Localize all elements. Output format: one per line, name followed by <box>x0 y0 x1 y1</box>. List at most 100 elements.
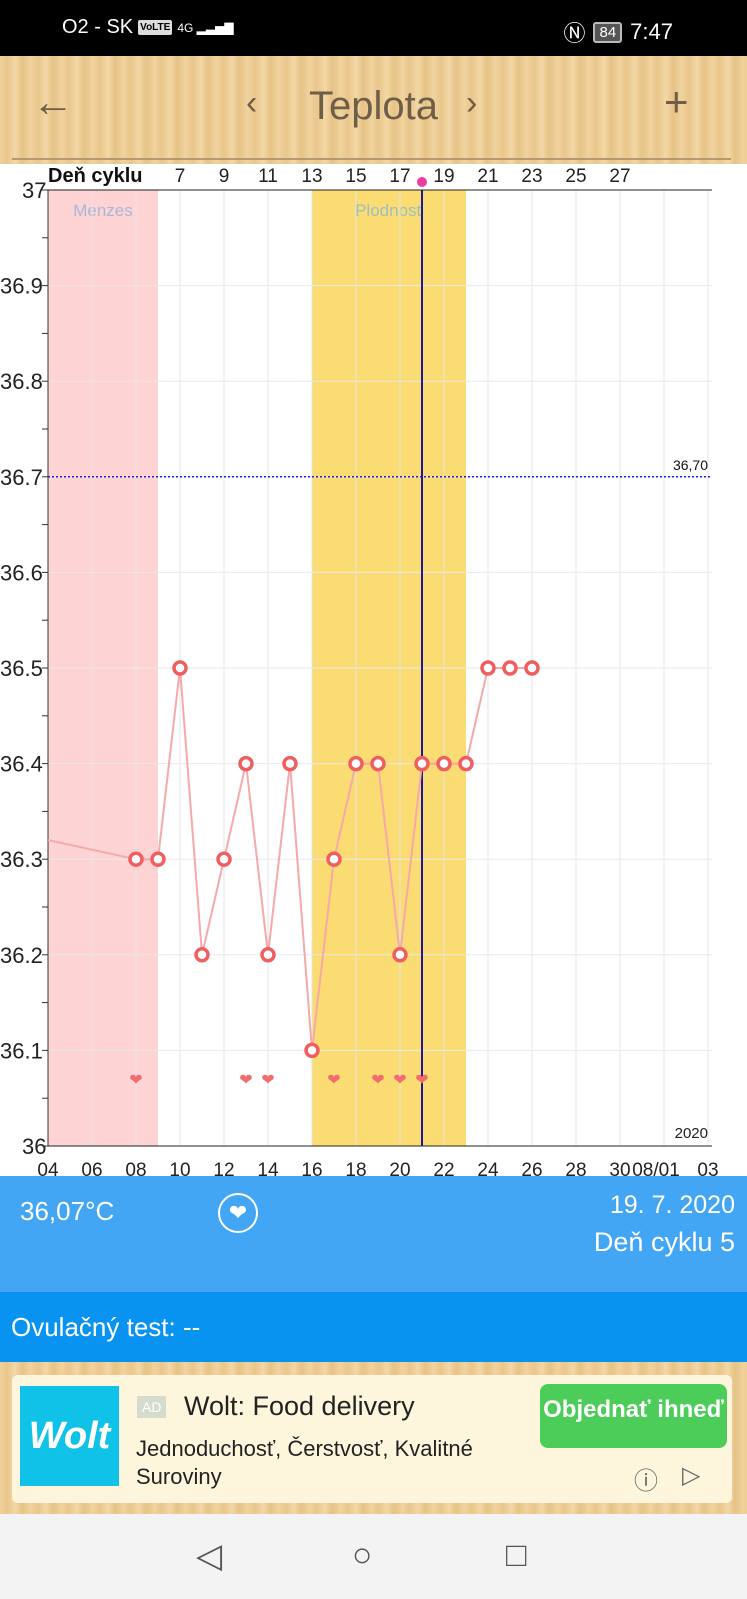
x-tick-label: 16 <box>301 1160 322 1176</box>
data-point <box>282 755 298 772</box>
status-bar: O2 - SK VoLTE 4G ▂▃▅▇ Ⓝ 84 7:47 <box>0 0 747 56</box>
heart-marker: ❤ <box>327 1072 340 1089</box>
x-tick-label: 28 <box>565 1160 586 1176</box>
top-tick-label: 17 <box>389 166 410 187</box>
data-point <box>414 755 430 772</box>
top-tick-label: 11 <box>258 166 278 187</box>
wolt-logo: Wolt <box>20 1386 119 1486</box>
ad-cta-button[interactable]: Objednať ihneď <box>540 1384 727 1448</box>
data-point <box>392 947 408 963</box>
data-point <box>502 660 518 676</box>
data-point <box>348 755 364 772</box>
chevron-right-icon[interactable]: › <box>466 84 478 122</box>
x-tick-label: 04 <box>37 1160 59 1176</box>
nfc-icon: Ⓝ <box>563 21 586 46</box>
adchoices-icon[interactable]: ▷ <box>682 1462 701 1489</box>
ad-card[interactable]: Wolt AD Wolt: Food delivery Jednoduchosť… <box>12 1375 732 1503</box>
x-tick-label: 03 <box>697 1160 718 1176</box>
top-tick-label: 27 <box>609 166 630 187</box>
x-tick-label: 26 <box>521 1160 542 1176</box>
temperature-chart[interactable]: Menzes Plodnosť3636.136.236.336.436.536.6… <box>0 164 747 1176</box>
ad-description: Jednoduchosť, Čerstvosť, Kvalitné Surovi… <box>136 1436 473 1489</box>
signal-icon: 4G ▂▃▅▇ <box>177 20 234 35</box>
x-tick-label: 18 <box>345 1160 366 1176</box>
top-tick-label: 23 <box>521 166 542 187</box>
y-tick-label: 36.7 <box>0 465 43 490</box>
y-tick-label: 36.1 <box>0 1038 43 1063</box>
data-point <box>238 755 254 772</box>
selected-date: 19. 7. 2020 <box>609 1191 735 1219</box>
x-tick-label: 14 <box>257 1160 279 1176</box>
top-tick-label: 15 <box>345 166 366 187</box>
top-tick-label: 7 <box>175 166 186 187</box>
data-point <box>194 947 210 963</box>
heart-icon[interactable]: ❤ <box>218 1193 258 1233</box>
heart-marker: ❤ <box>415 1072 428 1089</box>
x-tick-label: 08 <box>125 1160 146 1176</box>
info-icon[interactable]: ⓘ <box>634 1468 658 1495</box>
heart-marker: ❤ <box>129 1072 142 1089</box>
data-point <box>480 660 496 676</box>
y-tick-label: 36.9 <box>0 274 43 299</box>
selected-day-marker <box>417 177 427 187</box>
top-tick-label: 9 <box>219 166 230 187</box>
recents-nav-icon[interactable]: □ <box>506 1536 527 1574</box>
x-tick-label: 08/01 <box>632 1160 680 1176</box>
x-tick-label: 10 <box>169 1160 190 1176</box>
clock: 7:47 <box>630 19 673 44</box>
y-tick-label: 36.8 <box>0 369 43 394</box>
data-point <box>216 851 232 867</box>
heart-marker: ❤ <box>261 1072 274 1089</box>
year-label: 2020 <box>675 1125 708 1142</box>
info-panel: 36,07°C ❤ 19. 7. 2020 Deň cyklu 5 <box>0 1176 747 1292</box>
data-point <box>172 660 188 676</box>
band-label: Menzes <box>73 201 133 220</box>
ad-banner: Wolt AD Wolt: Food delivery Jednoduchosť… <box>0 1362 747 1514</box>
band-label: Plodnosť <box>355 201 423 220</box>
top-axis-title: Deň cyklu <box>48 165 142 187</box>
home-nav-icon[interactable]: ○ <box>352 1536 373 1574</box>
data-point <box>370 755 386 772</box>
y-tick-label: 36.2 <box>0 943 43 968</box>
chevron-left-icon[interactable]: ‹ <box>246 84 258 122</box>
y-tick-label: 36.4 <box>0 752 43 777</box>
data-point <box>304 1042 320 1059</box>
data-point <box>150 851 166 867</box>
y-tick-label: 36.5 <box>0 656 43 681</box>
top-tick-label: 13 <box>301 166 322 187</box>
ad-badge: AD <box>137 1396 167 1418</box>
x-tick-label: 06 <box>81 1160 102 1176</box>
data-point <box>436 755 452 772</box>
temperature-value: 36,07°C <box>20 1196 115 1226</box>
x-tick-label: 22 <box>433 1160 454 1176</box>
top-tick-label: 19 <box>433 166 454 187</box>
battery-icon: 84 <box>593 21 623 43</box>
x-tick-label: 20 <box>389 1160 410 1176</box>
x-tick-label: 24 <box>477 1160 499 1176</box>
divider <box>12 158 731 160</box>
carrier: O2 - SK <box>62 16 134 38</box>
data-point <box>524 660 540 676</box>
x-tick-label: 12 <box>213 1160 234 1176</box>
top-tick-label: 21 <box>477 166 498 187</box>
back-nav-icon[interactable]: ◁ <box>196 1537 223 1575</box>
y-tick-label: 36.6 <box>0 560 43 585</box>
cycle-day: Deň cyklu 5 <box>593 1227 735 1257</box>
data-point <box>260 947 276 963</box>
page-title: Teplota <box>309 84 438 128</box>
heart-marker: ❤ <box>371 1072 384 1089</box>
app-header: ← ‹ Teplota › + <box>0 56 747 164</box>
top-tick-label: 25 <box>565 166 586 187</box>
x-tick-label: 30 <box>609 1160 630 1176</box>
system-nav-bar: ◁ ○ □ <box>0 1514 747 1599</box>
data-point <box>458 755 474 772</box>
arrow-left-icon[interactable]: ← <box>32 78 74 125</box>
plus-icon[interactable]: + <box>664 78 689 125</box>
heart-marker: ❤ <box>239 1072 252 1089</box>
ovulation-test[interactable]: Ovulačný test: -- <box>0 1292 747 1362</box>
data-point <box>326 851 342 867</box>
data-point <box>128 851 144 867</box>
ad-title: Wolt: Food delivery <box>184 1391 415 1421</box>
y-tick-label: 36.3 <box>0 847 43 872</box>
volte-icon: VoLTE <box>138 20 173 35</box>
